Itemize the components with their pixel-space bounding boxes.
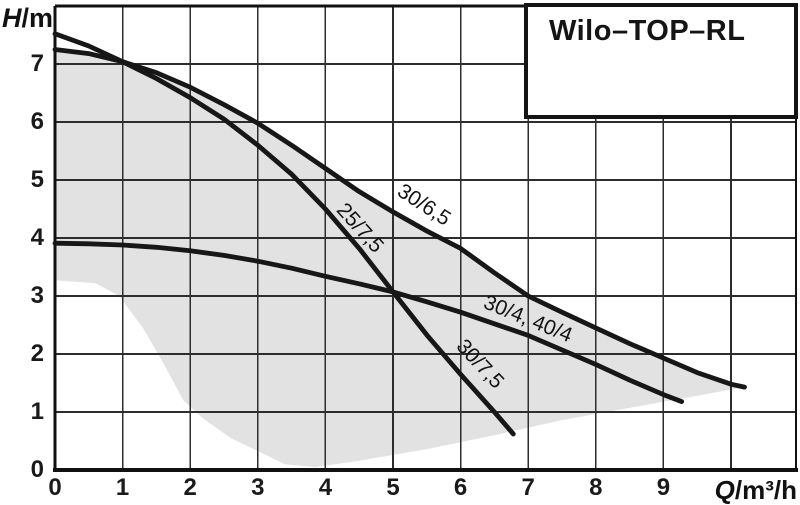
y-tick-label: 1 [30, 398, 44, 425]
x-tick-label: 8 [589, 474, 603, 501]
y-axis-unit: /m [21, 3, 54, 33]
y-axis-label: H/m [2, 5, 53, 32]
y-tick-label: 5 [30, 166, 44, 193]
y-tick-label: 0 [30, 456, 44, 483]
x-tick-label: 7 [521, 474, 535, 501]
x-axis-unit: /m³/h [734, 475, 797, 505]
y-tick-label: 4 [30, 224, 44, 251]
y-tick-label: 7 [30, 50, 44, 77]
x-tick-label: 1 [115, 474, 130, 501]
y-tick-label: 3 [30, 282, 44, 309]
x-tick-label: 3 [251, 474, 265, 501]
x-tick-label: 0 [48, 474, 62, 501]
operating-range-area [55, 49, 745, 468]
y-tick-label: 6 [30, 108, 44, 135]
x-tick-label: 5 [386, 474, 400, 501]
x-tick-label: 2 [183, 474, 197, 501]
x-axis-symbol: Q [714, 475, 735, 505]
x-tick-label: 4 [318, 474, 333, 501]
y-tick-label: 2 [30, 340, 44, 367]
pump-curve-3 [52, 240, 685, 405]
chart-title: Wilo–TOP–RL [549, 15, 746, 47]
pump-curve-2 [52, 47, 747, 390]
x-tick-label: 9 [656, 474, 671, 501]
x-axis-label: Q/m³/h [715, 477, 797, 503]
x-tick-label: 6 [453, 474, 468, 501]
title-box: Wilo–TOP–RL [524, 3, 798, 119]
y-axis-symbol: H [2, 3, 22, 33]
